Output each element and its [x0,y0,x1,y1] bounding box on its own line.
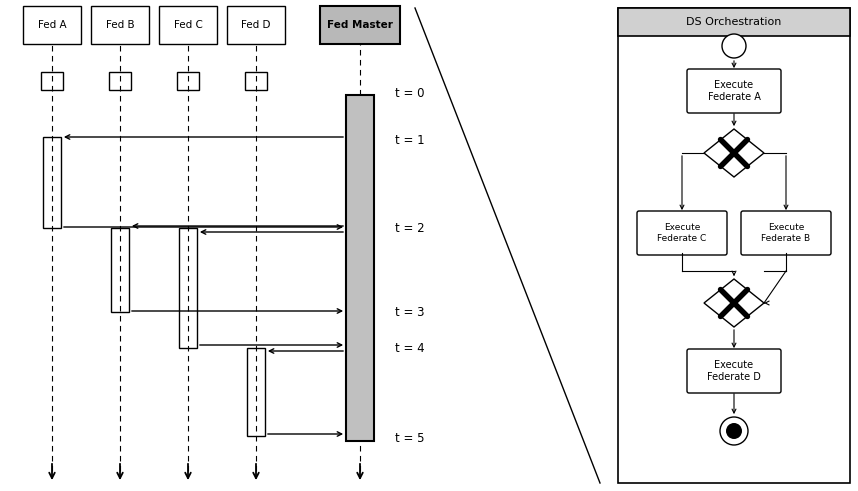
Circle shape [722,34,746,58]
Bar [320,6,400,44]
Bar [618,8,850,36]
Bar [618,8,850,483]
Bar [109,72,131,90]
Text: Execute
Federate D: Execute Federate D [707,360,761,382]
Text: Fed A: Fed A [38,20,66,30]
Bar [43,137,61,228]
Bar [179,228,197,348]
Bar [245,72,267,90]
Text: Execute
Federate C: Execute Federate C [657,223,707,243]
FancyBboxPatch shape [687,69,781,113]
Text: Fed B: Fed B [106,20,135,30]
Text: t = 3: t = 3 [395,305,425,319]
Bar [91,6,149,44]
Circle shape [726,423,742,439]
Text: Execute
Federate B: Execute Federate B [761,223,811,243]
FancyBboxPatch shape [637,211,727,255]
Text: t = 0: t = 0 [395,86,425,100]
FancyBboxPatch shape [687,349,781,393]
Bar [23,6,81,44]
Bar [159,6,217,44]
Bar [177,72,199,90]
Bar [41,72,63,90]
Text: t = 2: t = 2 [395,221,425,235]
Polygon shape [704,129,764,177]
FancyBboxPatch shape [741,211,831,255]
Bar [111,228,129,312]
Bar [346,95,374,441]
Bar [227,6,285,44]
Polygon shape [704,279,764,327]
Circle shape [720,417,748,445]
Text: t = 1: t = 1 [395,134,425,146]
Text: Fed Master: Fed Master [327,20,393,30]
Text: t = 5: t = 5 [395,432,425,444]
Bar [247,348,265,436]
Text: DS Orchestration: DS Orchestration [686,17,782,27]
Text: Fed C: Fed C [173,20,202,30]
Text: t = 4: t = 4 [395,342,425,355]
Text: Execute
Federate A: Execute Federate A [708,80,760,102]
Text: Fed D: Fed D [241,20,271,30]
